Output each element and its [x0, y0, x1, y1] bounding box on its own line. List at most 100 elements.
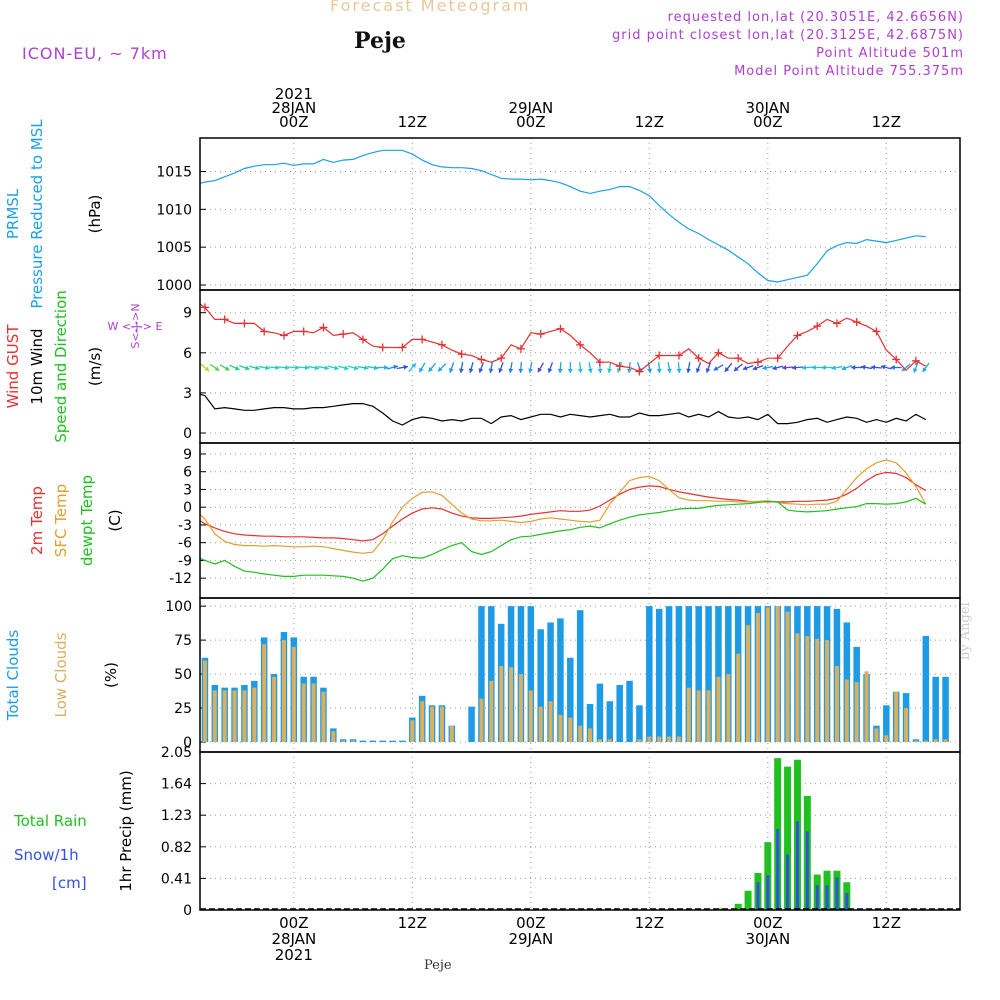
gust-marker — [753, 358, 762, 367]
total-cloud-bar — [646, 606, 653, 742]
low-cloud-bar — [588, 728, 593, 742]
low-cloud-bar — [844, 679, 849, 742]
wind-arrow-head — [285, 365, 290, 371]
wind-arrow — [841, 365, 853, 371]
low-cloud-bar — [884, 735, 889, 742]
low-cloud-bar — [854, 682, 859, 742]
wind-arrow — [537, 362, 545, 373]
gust-marker — [200, 303, 209, 312]
total-cloud-bar — [705, 606, 712, 742]
plot-area-precip — [200, 758, 960, 910]
wind-arrow — [200, 363, 210, 372]
y-tick-label: 0 — [183, 500, 192, 516]
total-cloud-bar — [547, 622, 554, 742]
wind-arrow-head — [438, 366, 443, 372]
series-line-tsfc — [200, 459, 927, 554]
low-cloud-bar — [252, 687, 257, 742]
model-point-altitude: Model Point Altitude 755.375m — [734, 64, 964, 79]
wind-arrow-head — [373, 365, 379, 371]
wind-arrow-head — [204, 366, 210, 372]
wind-arrow-head — [403, 364, 408, 370]
y-tick-label: 0.41 — [161, 871, 192, 887]
axis-label: (hPa) — [86, 195, 104, 234]
wind-arrow-head — [762, 365, 767, 371]
gust-marker — [339, 330, 348, 339]
axis-label: Wind GUST — [4, 324, 22, 409]
wind-arrow — [656, 361, 662, 374]
y-tick-label: 1015 — [156, 164, 192, 180]
snow-bar — [845, 893, 849, 910]
wind-arrow — [686, 361, 692, 374]
wind-arrow-head — [244, 365, 250, 371]
low-cloud-bar — [193, 658, 197, 742]
wind-arrow — [821, 365, 833, 371]
wind-arrow-head — [647, 368, 653, 373]
low-cloud-bar — [657, 736, 662, 742]
y-tick-label: 100 — [165, 599, 192, 615]
low-cloud-bar — [262, 644, 267, 742]
gust-marker — [892, 355, 901, 364]
total-cloud-bar — [567, 657, 574, 742]
y-tick-label: 0 — [183, 903, 192, 919]
axis-label: 1hr Precip (mm) — [117, 770, 135, 891]
low-cloud-bar — [755, 612, 760, 742]
axis-label: dewpt Temp — [78, 475, 96, 566]
total-cloud-bar — [557, 618, 564, 742]
total-cloud-bar — [488, 606, 495, 742]
panel-temp: -12 -9-6 -3 0 36 9 2m Temp SFC Temp dewpt Temp (C… — [28, 442, 961, 599]
wind-arrow — [870, 364, 882, 370]
low-cloud-bar — [607, 739, 612, 742]
wind-arrow-head — [353, 365, 359, 371]
total-cloud-bar — [606, 701, 614, 742]
wind-arrow — [317, 365, 329, 371]
wind-arrow — [772, 365, 784, 371]
top-time-text: 12Z — [635, 113, 664, 131]
snow-bar — [756, 882, 760, 910]
wind-arrow-head — [488, 368, 494, 373]
series-line-wind — [200, 393, 927, 426]
total-cloud-bar — [537, 629, 544, 742]
low-cloud-bar — [923, 740, 928, 742]
wind-arrow-head — [577, 368, 583, 373]
plot-area-temp — [200, 459, 927, 582]
gust-marker — [852, 318, 861, 327]
low-cloud-bar — [706, 690, 711, 742]
wind-arrow-head — [666, 368, 672, 373]
low-cloud-bar — [331, 731, 336, 742]
low-cloud-bar — [351, 740, 356, 742]
axis-label: Total Clouds — [4, 630, 22, 722]
low-cloud-bar — [410, 720, 415, 742]
total-cloud-bar — [596, 683, 604, 742]
y-tick-label: 0 — [183, 735, 192, 751]
wind-arrow-head — [890, 365, 895, 371]
total-cloud-bar — [715, 606, 722, 742]
wind-arrow-head — [831, 365, 836, 371]
low-cloud-bar — [894, 691, 899, 742]
precip-legend-label: [cm] — [52, 874, 87, 892]
wind-arrow-head — [324, 365, 329, 371]
wind-arrow — [890, 365, 902, 371]
wind-arrow — [851, 365, 863, 371]
low-cloud-bar — [212, 690, 217, 742]
top-time-text: 2021 — [275, 85, 313, 103]
wind-arrow — [724, 362, 733, 373]
gust-marker — [793, 331, 802, 340]
snow-bar — [835, 877, 839, 910]
total-cloud-bar — [359, 740, 367, 742]
low-cloud-bar — [232, 690, 237, 742]
wind-arrow-head — [870, 364, 876, 370]
y-tick-label: -3 — [178, 518, 192, 534]
y-tick-label: 3 — [183, 482, 192, 498]
gust-marker — [240, 319, 249, 328]
wind-arrow — [239, 365, 250, 371]
gust-marker — [457, 350, 466, 359]
compass-ns: S<-|->N — [129, 303, 142, 348]
wind-arrow — [518, 361, 524, 374]
total-cloud-bar — [586, 703, 594, 742]
gust-marker — [378, 343, 387, 352]
total-cloud-bar — [369, 740, 377, 742]
